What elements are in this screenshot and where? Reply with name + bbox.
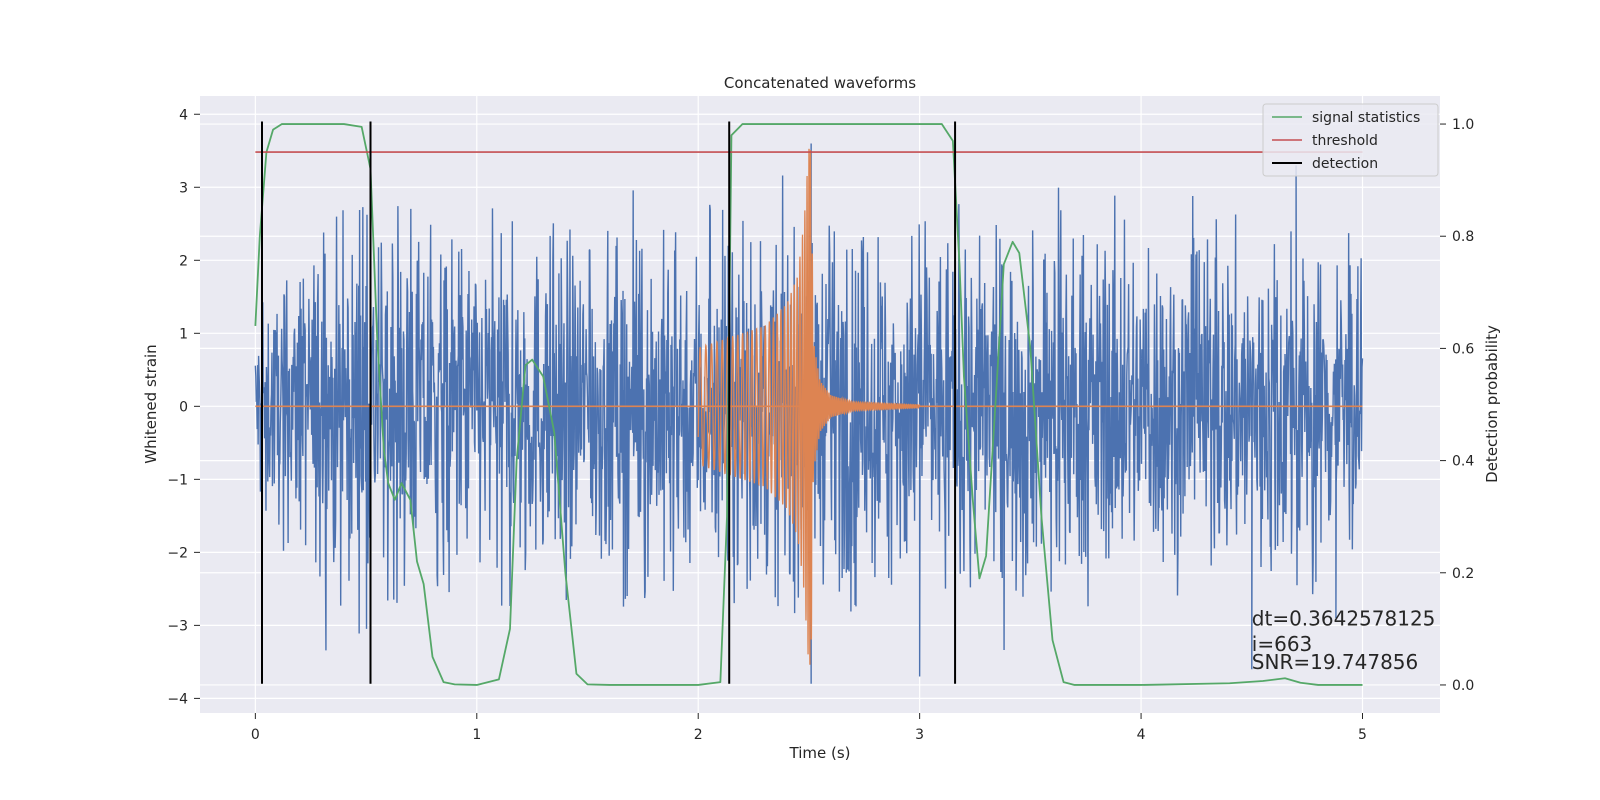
y2-tick-label: 0.2	[1452, 566, 1474, 582]
y-tick-label: −1	[167, 472, 188, 488]
y2-tick-label: 0.6	[1452, 341, 1474, 357]
x-axis-ticks: 0 1 2 3 4 5	[251, 713, 1367, 743]
x-tick-label: 5	[1358, 727, 1367, 743]
legend: signal statistics threshold detection	[1262, 103, 1439, 177]
chirp-series	[255, 148, 1363, 665]
legend-box	[1262, 103, 1439, 177]
y-tick-label: −2	[167, 545, 188, 561]
y-tick-label: 4	[179, 107, 188, 123]
x-tick-label: 0	[251, 727, 260, 743]
signal-statistics-line	[254, 123, 1363, 686]
y-tick-label: −4	[167, 691, 188, 707]
y2-tick-label: 1.0	[1452, 117, 1474, 133]
legend-label-threshold: threshold	[1312, 133, 1378, 149]
y2-tick-label: 0.4	[1452, 454, 1474, 470]
x-tick-label: 4	[1137, 727, 1146, 743]
y-axis-label: Whitened strain	[142, 344, 160, 463]
y2-axis-label: Detection probability	[1483, 325, 1501, 483]
y2-tick-label: 0.8	[1452, 229, 1474, 245]
y-tick-label: 0	[179, 399, 188, 415]
x-tick-label: 2	[694, 727, 703, 743]
chirp-line	[697, 148, 921, 665]
y-tick-label: 3	[179, 180, 188, 196]
x-tick-label: 3	[915, 727, 924, 743]
legend-label-signal-statistics: signal statistics	[1312, 110, 1420, 126]
y-tick-label: 2	[179, 253, 188, 269]
annotation-text: SNR=19.747856	[1252, 650, 1418, 674]
y-tick-label: 1	[179, 326, 188, 342]
x-axis-label: Time (s)	[789, 744, 851, 762]
annotation-text: i=663	[1252, 632, 1313, 656]
legend-label-detection: detection	[1312, 156, 1378, 172]
x-tick-label: 1	[472, 727, 481, 743]
y-tick-label: −3	[167, 618, 188, 634]
annotation-text: dt=0.3642578125	[1252, 606, 1436, 630]
y-axis-ticks: −4 −3 −2 −1 0 1 2 3 4	[167, 107, 200, 707]
detection-series	[261, 121, 957, 684]
signal-statistics-series	[254, 123, 1363, 686]
chart-title: Concatenated waveforms	[724, 74, 916, 92]
y2-tick-label: 0.0	[1452, 678, 1474, 694]
y2-axis-ticks: 0.0 0.2 0.4 0.6 0.8 1.0	[1440, 117, 1474, 694]
